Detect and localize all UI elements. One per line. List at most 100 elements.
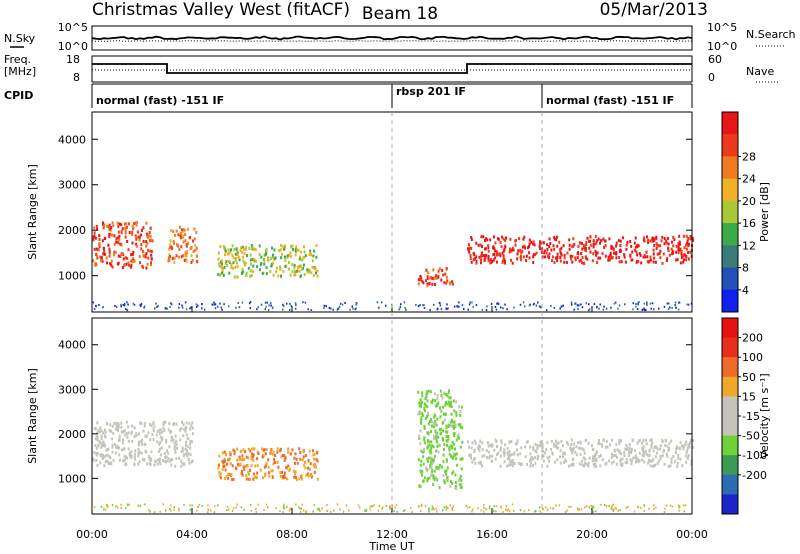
power-echo-cell — [685, 255, 688, 258]
velocity-echo-cell — [431, 469, 434, 473]
velocity-echo-cell — [648, 453, 651, 457]
velocity-echo-cell — [585, 438, 587, 442]
velocity-echo-cell — [649, 439, 652, 442]
velocity-echo-cell — [455, 411, 458, 415]
power-echo-cell — [489, 258, 492, 262]
power-echo-cell — [517, 249, 520, 253]
velocity-echo-cell — [510, 440, 513, 444]
power-ground-cell — [120, 303, 122, 306]
velocity-echo-cell — [104, 454, 107, 458]
velocity-echo-cell — [98, 440, 101, 443]
power-echo-cell — [548, 252, 551, 256]
power-echo-cell — [180, 255, 183, 259]
power-echo-cell — [583, 245, 586, 249]
power-y-tick-label-3: 4000 — [58, 133, 86, 146]
velocity-echo-cell — [575, 453, 578, 457]
power-echo-cell — [571, 255, 574, 258]
velocity-echo-cell — [638, 459, 641, 463]
velocity-echo-cell — [526, 440, 529, 444]
power-echo-cell — [247, 266, 250, 270]
power-echo-cell — [511, 248, 513, 252]
velocity-ground-cell — [506, 509, 509, 512]
power-echo-cell — [645, 250, 648, 254]
velocity-echo-cell — [470, 456, 473, 460]
power-echo-cell — [295, 270, 298, 273]
x-tick-label-0: 00:00 — [76, 528, 108, 541]
power-echo-cell — [114, 250, 117, 254]
velocity-echo-cell — [180, 459, 183, 463]
power-echo-cell — [96, 254, 99, 258]
velocity-echo-cell — [508, 463, 511, 467]
velocity-echo-cell — [583, 451, 586, 455]
power-echo-cell — [127, 222, 130, 226]
power-echo-cell — [190, 260, 193, 264]
velocity-ground-cell — [183, 503, 185, 506]
velocity-echo-cell — [468, 453, 471, 457]
power-echo-cell — [145, 244, 148, 248]
velocity-echo-cell — [688, 445, 691, 449]
velocity-echo-cell — [557, 441, 560, 445]
power-echo-cell — [295, 245, 298, 249]
power-ground-cell — [201, 307, 203, 310]
x-tick-label-1: 04:00 — [176, 528, 208, 541]
power-echo-cell — [196, 259, 199, 263]
power-echo-cell — [496, 237, 499, 241]
velocity-echo-cell — [143, 458, 146, 461]
velocity-echo-cell — [295, 478, 298, 482]
velocity-echo-cell — [467, 440, 469, 444]
power-echo-cell — [120, 243, 123, 247]
power-echo-cell — [217, 257, 220, 261]
power-echo-cell — [556, 259, 559, 263]
velocity-echo-cell — [112, 432, 115, 435]
power-echo-cell — [475, 259, 478, 263]
power-echo-cell — [265, 272, 268, 276]
velocity-echo-cell — [532, 445, 535, 449]
velocity-ground-cell — [655, 506, 657, 509]
power-echo-cell — [437, 275, 440, 279]
velocity-echo-cell — [158, 460, 161, 464]
velocity-echo-cell — [219, 476, 222, 480]
velocity-echo-cell — [221, 451, 224, 455]
velocity-echo-cell — [430, 466, 433, 470]
velocity-echo-cell — [419, 469, 422, 473]
power-echo-cell — [124, 235, 127, 239]
velocity-echo-cell — [147, 455, 150, 458]
velocity-echo-cell — [625, 447, 628, 451]
power-echo-cell — [532, 255, 535, 259]
velocity-echo-cell — [447, 424, 450, 428]
power-echo-cell — [265, 247, 268, 251]
power-ground-cell — [267, 309, 270, 312]
velocity-ground-cell — [615, 507, 617, 510]
freq-panel: 18 8 60 0 Freq. [MHz] Nave — [4, 53, 778, 84]
power-ground-cell — [540, 306, 542, 309]
velocity-echo-cell — [283, 454, 286, 458]
power-ground-cell — [282, 304, 285, 307]
power-echo-cell — [304, 254, 307, 258]
velocity-ground-cell — [493, 510, 495, 513]
velocity-echo-cell — [189, 427, 192, 431]
velocity-echo-cell — [634, 456, 637, 460]
power-echo-cell — [671, 249, 674, 253]
power-echo-cell — [310, 253, 313, 257]
power-echo-cell — [625, 247, 628, 251]
power-ground-cell — [570, 301, 573, 304]
power-echo-cell — [484, 247, 487, 251]
velocity-echo-cell — [418, 484, 421, 488]
power-echo-cell — [113, 253, 116, 257]
velocity-echo-cell — [428, 476, 431, 480]
velocity-echo-cell — [113, 421, 116, 425]
power-echo-cell — [484, 256, 487, 260]
velocity-ground-cell — [611, 505, 613, 508]
velocity-echo-cell — [676, 464, 679, 468]
power-ground-cell — [344, 302, 346, 304]
velocity-echo-cell — [429, 447, 432, 451]
power-echo-cell — [548, 245, 551, 249]
velocity-echo-cell — [439, 415, 442, 419]
power-ground-cell — [169, 306, 171, 308]
power-echo-cell — [140, 243, 143, 247]
power-echo-cell — [195, 230, 198, 234]
power-echo-cell — [125, 262, 128, 266]
power-ground-cell — [666, 302, 668, 305]
velocity-echo-cell — [451, 420, 454, 424]
power-echo-cell — [475, 241, 478, 245]
